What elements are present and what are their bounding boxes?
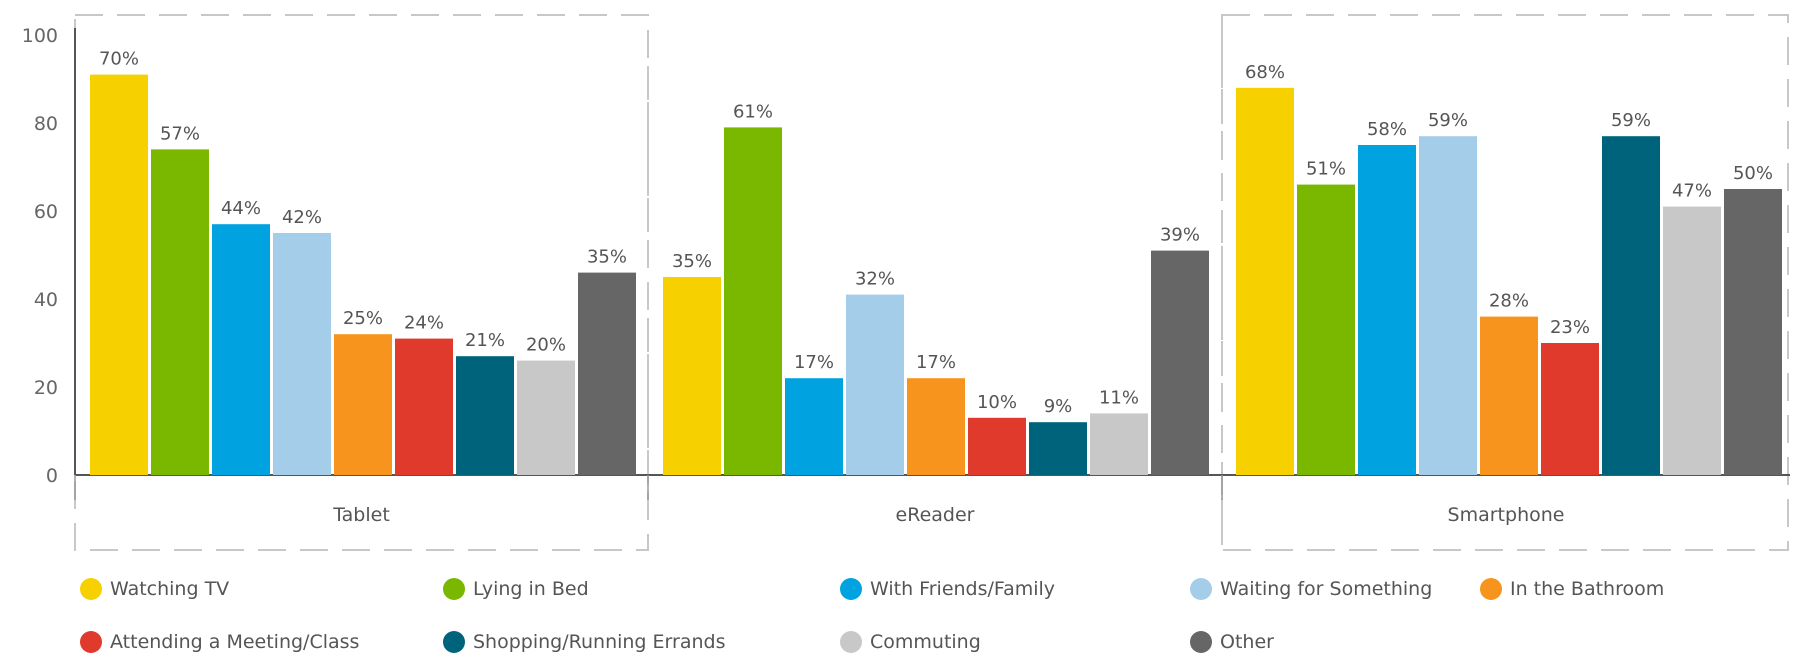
bar <box>1029 422 1087 475</box>
data-label: 51% <box>1306 159 1346 180</box>
legend-swatch <box>443 578 465 600</box>
bar <box>578 272 636 475</box>
legend-swatch <box>80 631 102 653</box>
bar <box>517 360 575 475</box>
bar <box>1297 184 1355 475</box>
legend-item: Attending a Meeting/Class <box>80 631 359 653</box>
legend-label: With Friends/Family <box>870 578 1056 600</box>
data-label: 57% <box>160 123 200 144</box>
legend-item: In the Bathroom <box>1480 578 1664 600</box>
y-axis: 0 20 40 60 80 100 <box>22 25 58 487</box>
legend-label: Shopping/Running Errands <box>473 631 726 653</box>
legend-swatch <box>80 578 102 600</box>
bar <box>334 334 392 475</box>
category-label: Smartphone <box>1448 504 1565 526</box>
bar <box>1480 316 1538 475</box>
y-tick-label: 20 <box>34 377 58 399</box>
data-label: 32% <box>855 269 895 290</box>
bar <box>395 338 453 475</box>
data-label: 24% <box>404 313 444 334</box>
data-label: 25% <box>343 308 383 329</box>
bar <box>273 233 331 475</box>
legend-label: Other <box>1220 631 1274 653</box>
data-label: 9% <box>1044 396 1073 417</box>
data-label: 21% <box>465 330 505 351</box>
bar <box>785 378 843 475</box>
bar <box>1541 343 1599 475</box>
legend-item: Watching TV <box>80 578 229 600</box>
data-label: 20% <box>526 335 566 356</box>
legend-item: Shopping/Running Errands <box>443 631 725 653</box>
data-label: 39% <box>1160 225 1200 246</box>
legend-swatch <box>840 631 862 653</box>
data-label: 42% <box>282 207 322 228</box>
bar <box>1090 413 1148 475</box>
y-tick-label: 40 <box>34 289 58 311</box>
legend-swatch <box>443 631 465 653</box>
data-label: 68% <box>1245 62 1285 83</box>
legend-label: Waiting for Something <box>1220 578 1433 600</box>
legend-item: Other <box>1190 631 1274 653</box>
legend-item: With Friends/Family <box>840 578 1055 600</box>
bar <box>151 149 209 475</box>
data-label: 58% <box>1367 119 1407 140</box>
bar <box>212 224 270 475</box>
bar <box>1419 136 1477 475</box>
data-label: 10% <box>977 392 1017 413</box>
category-label: eReader <box>896 504 975 526</box>
data-label: 59% <box>1428 110 1468 131</box>
bar <box>907 378 965 475</box>
y-tick-label: 100 <box>22 25 58 47</box>
bar <box>663 277 721 475</box>
data-label: 70% <box>99 49 139 70</box>
bar <box>1151 250 1209 475</box>
bars <box>90 74 1782 476</box>
data-labels: 70% 35% 68% 57% 61% 51% 44% 17% 58% 42% 32% 59% 25% 1… <box>99 49 1773 418</box>
bar <box>1663 206 1721 475</box>
data-label: 23% <box>1550 317 1590 338</box>
legend-label: In the Bathroom <box>1510 578 1665 600</box>
legend-swatch <box>840 578 862 600</box>
legend-swatch <box>1480 578 1502 600</box>
bar <box>1358 145 1416 475</box>
data-label: 47% <box>1672 181 1712 202</box>
category-labels: Tablet eReader Smartphone <box>332 504 1564 526</box>
bar <box>456 356 514 475</box>
legend-swatch <box>1190 631 1212 653</box>
data-label: 61% <box>733 101 773 122</box>
bar <box>1724 189 1782 475</box>
legend-item: Lying in Bed <box>443 578 589 600</box>
data-label: 35% <box>587 247 627 268</box>
legend-swatch <box>1190 578 1212 600</box>
y-tick-label: 80 <box>34 113 58 135</box>
legend-label: Watching TV <box>110 578 230 600</box>
category-label: Tablet <box>332 504 390 526</box>
data-label: 17% <box>916 352 956 373</box>
data-label: 28% <box>1489 291 1529 312</box>
y-tick-label: 0 <box>46 465 58 487</box>
data-label: 11% <box>1099 387 1139 408</box>
legend-label: Attending a Meeting/Class <box>110 631 360 653</box>
bar <box>90 74 148 475</box>
bar <box>968 417 1026 475</box>
data-label: 44% <box>221 198 261 219</box>
data-label: 59% <box>1611 110 1651 131</box>
y-tick-label: 60 <box>34 201 58 223</box>
bar <box>1236 87 1294 476</box>
data-label: 17% <box>794 352 834 373</box>
bar <box>724 127 782 476</box>
legend-label: Lying in Bed <box>473 578 589 600</box>
bar <box>846 294 904 475</box>
legend-item: Commuting <box>840 631 981 653</box>
data-label: 35% <box>672 251 712 272</box>
bar <box>1602 136 1660 475</box>
data-label: 50% <box>1733 163 1773 184</box>
legend-item: Waiting for Something <box>1190 578 1432 600</box>
legend-label: Commuting <box>870 631 981 653</box>
